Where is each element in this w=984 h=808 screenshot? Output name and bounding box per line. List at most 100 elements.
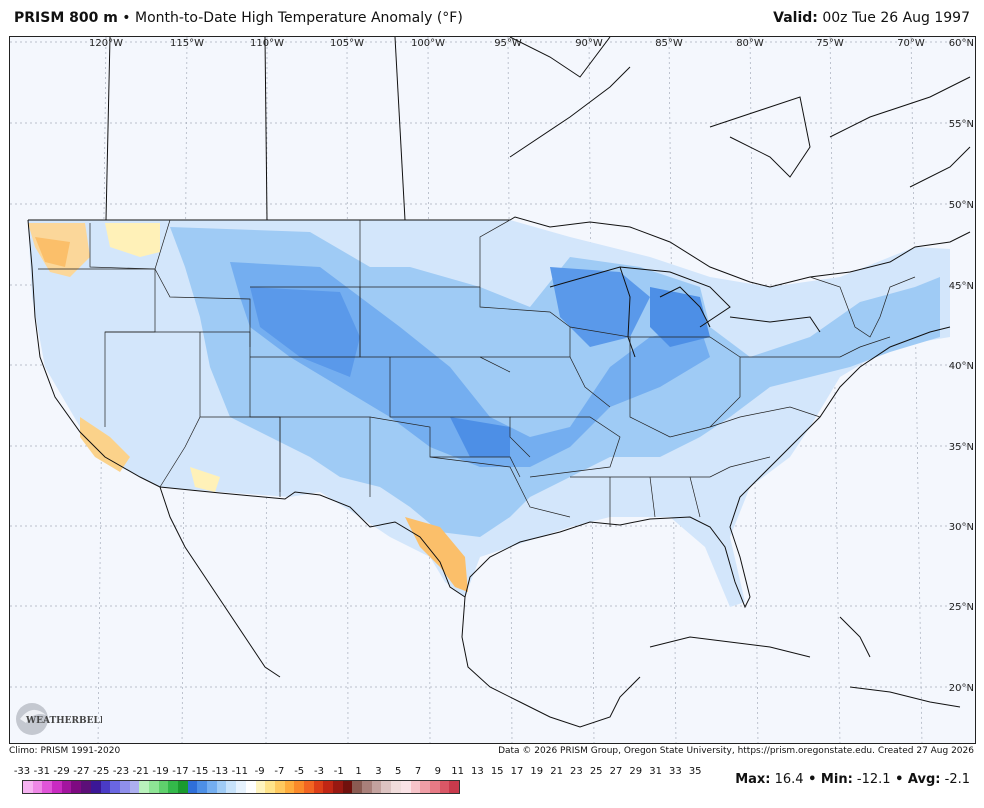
weatherbell-logo: WEATHERBELL bbox=[12, 697, 107, 743]
legend-swatch bbox=[439, 781, 450, 793]
lon-label: 75°W bbox=[816, 38, 844, 49]
legend-label: -25 bbox=[93, 766, 110, 777]
legend-swatch bbox=[71, 781, 82, 793]
latitude-labels: 60°N 55°N 50°N 45°N 40°N 35°N 30°N 25°N … bbox=[949, 38, 974, 694]
legend-swatch bbox=[420, 781, 430, 793]
lon-label: 90°W bbox=[575, 38, 603, 49]
lat-label: 45°N bbox=[949, 281, 974, 292]
legend-label: -17 bbox=[172, 766, 189, 777]
legend-label: 11 bbox=[451, 766, 464, 777]
legend-label: -1 bbox=[333, 766, 344, 777]
avg-label: • Avg: bbox=[890, 772, 941, 787]
lon-label: 105°W bbox=[330, 38, 364, 49]
legend-swatch bbox=[207, 781, 217, 793]
lat-label: 25°N bbox=[949, 602, 974, 613]
legend-swatch bbox=[255, 781, 266, 793]
title-description: • Month-to-Date High Temperature Anomaly… bbox=[117, 10, 463, 26]
legend-label: 3 bbox=[375, 766, 382, 777]
legend-label: 35 bbox=[688, 766, 702, 777]
legend-swatch bbox=[23, 781, 33, 793]
lat-label: 50°N bbox=[949, 200, 974, 211]
legend-swatch bbox=[139, 781, 149, 793]
legend-label: 21 bbox=[550, 766, 563, 777]
avg-value: -2.1 bbox=[940, 772, 970, 787]
legend-swatch bbox=[352, 781, 363, 793]
legend-swatch bbox=[410, 781, 421, 793]
legend-label: 19 bbox=[530, 766, 544, 777]
lon-label: 100°W bbox=[411, 38, 445, 49]
title-product: PRISM 800 m bbox=[14, 10, 118, 26]
legend-label: -5 bbox=[294, 766, 305, 777]
legend-label: -31 bbox=[33, 766, 50, 777]
legend-swatch bbox=[303, 781, 314, 793]
legend-swatch bbox=[236, 781, 246, 793]
data-credit: Data © 2026 PRISM Group, Oregon State Un… bbox=[498, 746, 974, 756]
legend-label: 5 bbox=[395, 766, 402, 777]
legend-label: -3 bbox=[314, 766, 324, 777]
legend-swatch bbox=[81, 781, 91, 793]
lon-label: 115°W bbox=[170, 38, 204, 49]
lon-label: 85°W bbox=[655, 38, 683, 49]
legend-swatch bbox=[119, 781, 130, 793]
legend-label: -11 bbox=[231, 766, 248, 777]
legend-swatch bbox=[32, 781, 43, 793]
legend-swatch bbox=[429, 781, 440, 793]
legend-swatch bbox=[226, 781, 237, 793]
legend-label: 15 bbox=[490, 766, 504, 777]
legend-swatch bbox=[284, 781, 295, 793]
legend-label: 27 bbox=[609, 766, 623, 777]
lon-label: 95°W bbox=[494, 38, 522, 49]
min-label: • Min: bbox=[803, 772, 853, 787]
legend-label: -9 bbox=[254, 766, 265, 777]
legend-label: 13 bbox=[471, 766, 484, 777]
legend-swatch bbox=[187, 781, 198, 793]
legend-swatch bbox=[400, 781, 411, 793]
legend-swatch bbox=[245, 781, 256, 793]
legend-swatch bbox=[52, 781, 62, 793]
legend-label: -27 bbox=[73, 766, 90, 777]
valid-value: 00z Tue 26 Aug 1997 bbox=[817, 10, 970, 26]
legend-label: -13 bbox=[211, 766, 229, 777]
lon-label: 110°W bbox=[250, 38, 284, 49]
legend-swatch bbox=[323, 781, 333, 793]
legend-swatch bbox=[100, 781, 111, 793]
logo-text: WEATHERBELL bbox=[25, 716, 102, 726]
color-legend: -33 -31 -29 -27 -25 -23 -21 -19 -17 -15 -13 -11 -9 -7… bbox=[14, 766, 704, 806]
legend-label: -21 bbox=[132, 766, 149, 777]
legend-label: -29 bbox=[53, 766, 70, 777]
map-panel[interactable]: 120°W 115°W 110°W 105°W 100°W 95°W 90°W … bbox=[9, 36, 976, 744]
legend-swatch bbox=[371, 781, 382, 793]
summary-stats: Max: 16.4 • Min: -12.1 • Avg: -2.1 bbox=[735, 772, 970, 787]
legend-swatch bbox=[274, 781, 285, 793]
legend-swatch bbox=[168, 781, 178, 793]
anomaly-map: 120°W 115°W 110°W 105°W 100°W 95°W 90°W … bbox=[10, 37, 975, 743]
max-value: 16.4 bbox=[770, 772, 804, 787]
legend-swatch bbox=[381, 781, 392, 793]
legend-swatch bbox=[148, 781, 159, 793]
anomaly-field bbox=[28, 220, 950, 607]
legend-swatch bbox=[391, 781, 401, 793]
legend-swatch bbox=[110, 781, 120, 793]
legend-swatch bbox=[294, 781, 304, 793]
max-label: Max: bbox=[735, 772, 771, 787]
legend-label: -19 bbox=[152, 766, 169, 777]
map-title: PRISM 800 m • Month-to-Date High Tempera… bbox=[14, 10, 463, 26]
min-value: -12.1 bbox=[852, 772, 891, 787]
lat-label: 60°N bbox=[949, 38, 974, 49]
legend-label: 9 bbox=[434, 766, 441, 777]
boundaries bbox=[27, 37, 971, 728]
legend-swatch bbox=[42, 781, 53, 793]
legend-swatch bbox=[197, 781, 208, 793]
state-lines bbox=[38, 219, 916, 527]
legend-label: 31 bbox=[649, 766, 662, 777]
legend-labels: -33 -31 -29 -27 -25 -23 -21 -19 -17 -15 -13 -11 -9 -7… bbox=[14, 766, 704, 780]
legend-swatch bbox=[90, 781, 101, 793]
legend-swatch bbox=[333, 781, 343, 793]
longitude-labels: 120°W 115°W 110°W 105°W 100°W 95°W 90°W … bbox=[89, 38, 925, 49]
climo-note: Climo: PRISM 1991-2020 bbox=[9, 746, 121, 756]
legend-label: 33 bbox=[669, 766, 682, 777]
lat-label: 40°N bbox=[949, 361, 974, 372]
legend-swatch bbox=[313, 781, 324, 793]
header: PRISM 800 m • Month-to-Date High Tempera… bbox=[0, 0, 984, 36]
legend-label: 17 bbox=[510, 766, 524, 777]
